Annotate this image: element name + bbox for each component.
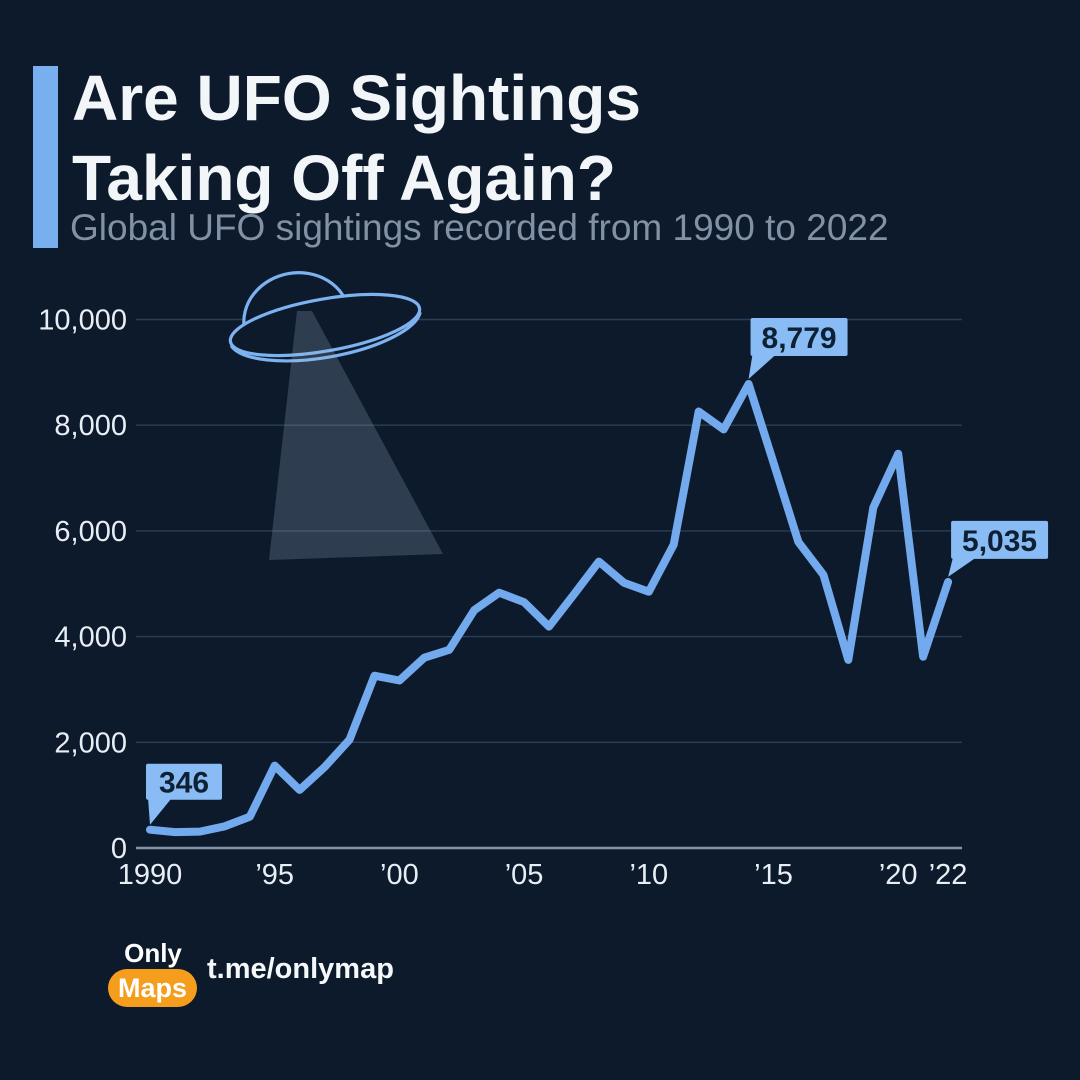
x-tick-label: ’05 — [505, 859, 544, 891]
callout-box — [951, 520, 1049, 559]
y-tick-label: 0 — [111, 833, 127, 865]
callout-value: 346 — [159, 767, 209, 800]
callout-box — [146, 763, 222, 800]
logo-pill-maps[interactable]: Maps — [108, 969, 197, 1007]
x-tick-label: ’10 — [629, 859, 668, 891]
grid-layer: 0 2,000 4,000 6,000 8,000 10,000 — [38, 305, 962, 865]
x-tick-label: ’95 — [255, 859, 294, 891]
callout-tail — [948, 556, 978, 577]
data-layer: 1990 ’95 ’00 ’05 ’10 ’15 ’20 ’22 346 8,779 5,035 — [118, 318, 1049, 891]
x-tick-label: ’22 — [929, 859, 968, 891]
title-accent-bar — [33, 66, 58, 248]
callout-box — [750, 318, 848, 357]
y-tick-label: 2,000 — [54, 727, 127, 759]
ufo-beam — [269, 311, 443, 560]
title-line-1: Are UFO Sightings — [72, 62, 641, 134]
chart-subtitle: Global UFO sightings recorded from 1990 … — [70, 207, 889, 248]
y-tick-label: 10,000 — [38, 305, 127, 337]
y-tick-label: 4,000 — [54, 622, 127, 654]
ufo-saucer-rim — [229, 311, 422, 363]
x-tick-label: ’15 — [754, 859, 793, 891]
callout-tail — [748, 354, 777, 380]
end-value-callout: 5,035 — [948, 520, 1049, 577]
y-tick-label: 6,000 — [54, 516, 127, 548]
logo-text-only: Only — [124, 938, 182, 968]
x-tick-label: ’20 — [879, 859, 918, 891]
x-tick-label: ’00 — [380, 859, 419, 891]
callout-tail — [148, 797, 172, 825]
ufo-illustration — [228, 271, 443, 560]
callout-value: 5,035 — [962, 525, 1037, 558]
y-tick-label: 8,000 — [54, 410, 127, 442]
callout-value: 8,779 — [762, 322, 837, 355]
title-line-2: Taking Off Again? — [72, 142, 616, 214]
sightings-line — [146, 380, 953, 837]
ufo-saucer-body — [228, 292, 422, 358]
start-value-callout: 346 — [146, 763, 222, 825]
page-title: Are UFO Sightings Taking Off Again? — [72, 58, 641, 218]
peak-value-callout: 8,779 — [748, 318, 848, 380]
telegram-handle[interactable]: t.me/onlymap — [207, 953, 394, 985]
x-tick-label: 1990 — [118, 859, 183, 891]
